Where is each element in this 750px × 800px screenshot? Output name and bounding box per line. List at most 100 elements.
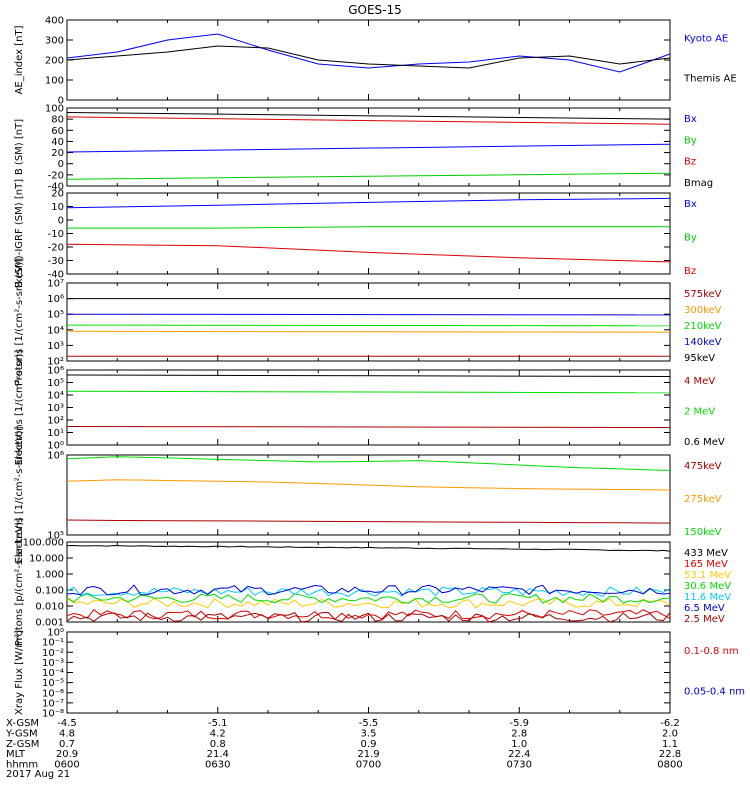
y-axis-label: AE_index [nT] — [14, 25, 25, 94]
y-tick-label: 10⁰ — [47, 628, 64, 639]
series-line-6-5-mev — [66, 584, 671, 596]
y-tick-label: 10⁻⁷ — [42, 698, 64, 709]
series-line-140kev — [66, 313, 671, 316]
footer-value: 22.4 — [508, 749, 530, 760]
y-tick-label: 10.000 — [29, 554, 64, 565]
legend-label: 165 MeV — [684, 559, 728, 570]
legend-label: Themis AE — [683, 74, 737, 85]
legend-label: 275keV — [684, 494, 722, 505]
y-tick-label: 400 — [45, 16, 64, 27]
y-tick-label: 10⁻⁵ — [42, 678, 64, 689]
series-line-bz — [66, 243, 671, 263]
y-tick-label: 10⁴ — [47, 391, 64, 402]
series-line-bx — [66, 143, 671, 153]
footer-value: -5.1 — [208, 718, 228, 729]
y-tick-label: 40 — [51, 137, 64, 148]
panel-7: 0.001 0.010 0.100 1.000 10.000 100.000Protons… — [14, 518, 731, 646]
series-line-bz — [66, 116, 671, 125]
panel-frame — [66, 282, 671, 362]
legend-label: By — [684, 233, 697, 244]
series-line-275kev — [66, 479, 671, 491]
legend-label: 0.1-0.8 nm — [684, 646, 739, 657]
series-line-bx — [66, 197, 671, 209]
y-tick-label: -40 — [48, 182, 64, 193]
legend-label: 6.5 MeV — [684, 603, 725, 614]
y-tick-label: 10⁰ — [47, 441, 64, 452]
legend-label: 2.5 MeV — [684, 614, 725, 625]
legend-label: Bmag — [684, 178, 713, 189]
footer-value: -5.5 — [359, 718, 379, 729]
footer-row-label: Z-GSM — [6, 739, 39, 750]
series-line-30-6-mev — [66, 593, 671, 604]
y-tick-label: 10³ — [47, 403, 64, 414]
y-tick-label: 20 — [51, 189, 64, 200]
series-line-themis-ae — [66, 45, 671, 69]
panel-6: 10⁵ 10⁶ Electrons [1/(cm²-s-sr-keV)] 475keV… — [14, 426, 722, 563]
panel-1: 0 100 200 300 400 AE_index [nT] Kyoto AE Themis… — [14, 16, 737, 107]
y-tick-label: -20 — [48, 170, 64, 181]
footer-value: 0.7 — [59, 739, 75, 750]
legend-label: 11.6 MeV — [684, 592, 731, 603]
y-tick-label: 10⁶ — [47, 451, 64, 462]
series-line-2-5-mev — [66, 611, 671, 623]
y-tick-label: 100 — [45, 104, 64, 115]
footer-value: 0600 — [54, 760, 79, 771]
legend-label: Bx — [684, 114, 697, 125]
panel-3: -40 -30 -20 -10 0 10 20 B (SM)-IGRF (SM) [nT] Bx… — [14, 179, 697, 288]
y-tick-label: 0.100 — [35, 586, 64, 597]
y-axis-label: Protons [1/(cm²-s-sr-keV)] — [14, 258, 25, 386]
legend-label: 4 MeV — [684, 376, 715, 387]
legend-label: 0.05-0.4 nm — [684, 686, 745, 697]
footer-value: 1.0 — [511, 739, 527, 750]
panel-frame — [66, 192, 671, 275]
footer-value: -4.5 — [57, 718, 77, 729]
legend-label: 140keV — [684, 337, 722, 348]
y-tick-label: 60 — [51, 126, 64, 137]
legend-label: 210keV — [684, 321, 722, 332]
footer-value: 4.8 — [59, 728, 75, 739]
y-tick-label: 10⁻¹ — [42, 638, 64, 649]
series-line-by — [66, 172, 671, 180]
y-tick-label: -10 — [48, 229, 64, 240]
series-line-300kev — [66, 330, 671, 333]
y-tick-label: 10⁵ — [47, 378, 64, 389]
series-line-kyoto-ae — [66, 33, 671, 73]
series-line-210kev — [66, 324, 671, 327]
panel-frame — [66, 541, 671, 623]
y-axis-label: B (SM)-IGRF (SM) [nT] — [14, 179, 25, 288]
footer-value: 1.1 — [662, 739, 678, 750]
y-tick-label: 0 — [58, 216, 64, 227]
y-tick-label: 1.000 — [35, 570, 64, 581]
legend-label: 150keV — [684, 527, 722, 538]
legend-label: Bx — [684, 199, 697, 210]
series-line-433-mev — [66, 544, 671, 552]
y-axis-label: Electrons [1/(cm²-s-sr-keV)] — [14, 426, 25, 563]
footer-value: 21.9 — [357, 749, 379, 760]
y-tick-label: 200 — [45, 56, 64, 67]
legend-label: Bz — [684, 157, 696, 168]
series-line-165-mev — [66, 609, 671, 620]
footer-value: 21.4 — [207, 749, 229, 760]
footer-row-label: hhmm — [6, 760, 38, 771]
legend-label: 2 MeV — [684, 407, 715, 418]
y-tick-label: 0 — [58, 159, 64, 170]
y-tick-label: 80 — [51, 115, 64, 126]
y-tick-label: 100 — [45, 76, 64, 87]
y-axis-label: Protons [p/(cm²-s-sr-keV)] — [14, 518, 25, 646]
y-tick-label: 10⁴ — [47, 325, 64, 336]
y-tick-label: 0 — [58, 96, 64, 107]
y-tick-label: 0.001 — [35, 618, 64, 629]
y-tick-label: 10 — [51, 202, 64, 213]
y-tick-label: -20 — [48, 243, 64, 254]
legend-label: 0.6 MeV — [684, 437, 725, 448]
series-line-4-mev — [66, 426, 671, 428]
footer-date: 2017 Aug 21 — [6, 769, 70, 780]
legend-label: Bz — [684, 266, 696, 277]
y-tick-label: 10⁻⁶ — [42, 688, 64, 699]
series-line-53-1-mev — [66, 597, 671, 609]
footer-row-label: MLT — [6, 749, 26, 760]
y-tick-label: 10² — [47, 357, 64, 368]
footer-row-label: Y-GSM — [5, 728, 38, 739]
